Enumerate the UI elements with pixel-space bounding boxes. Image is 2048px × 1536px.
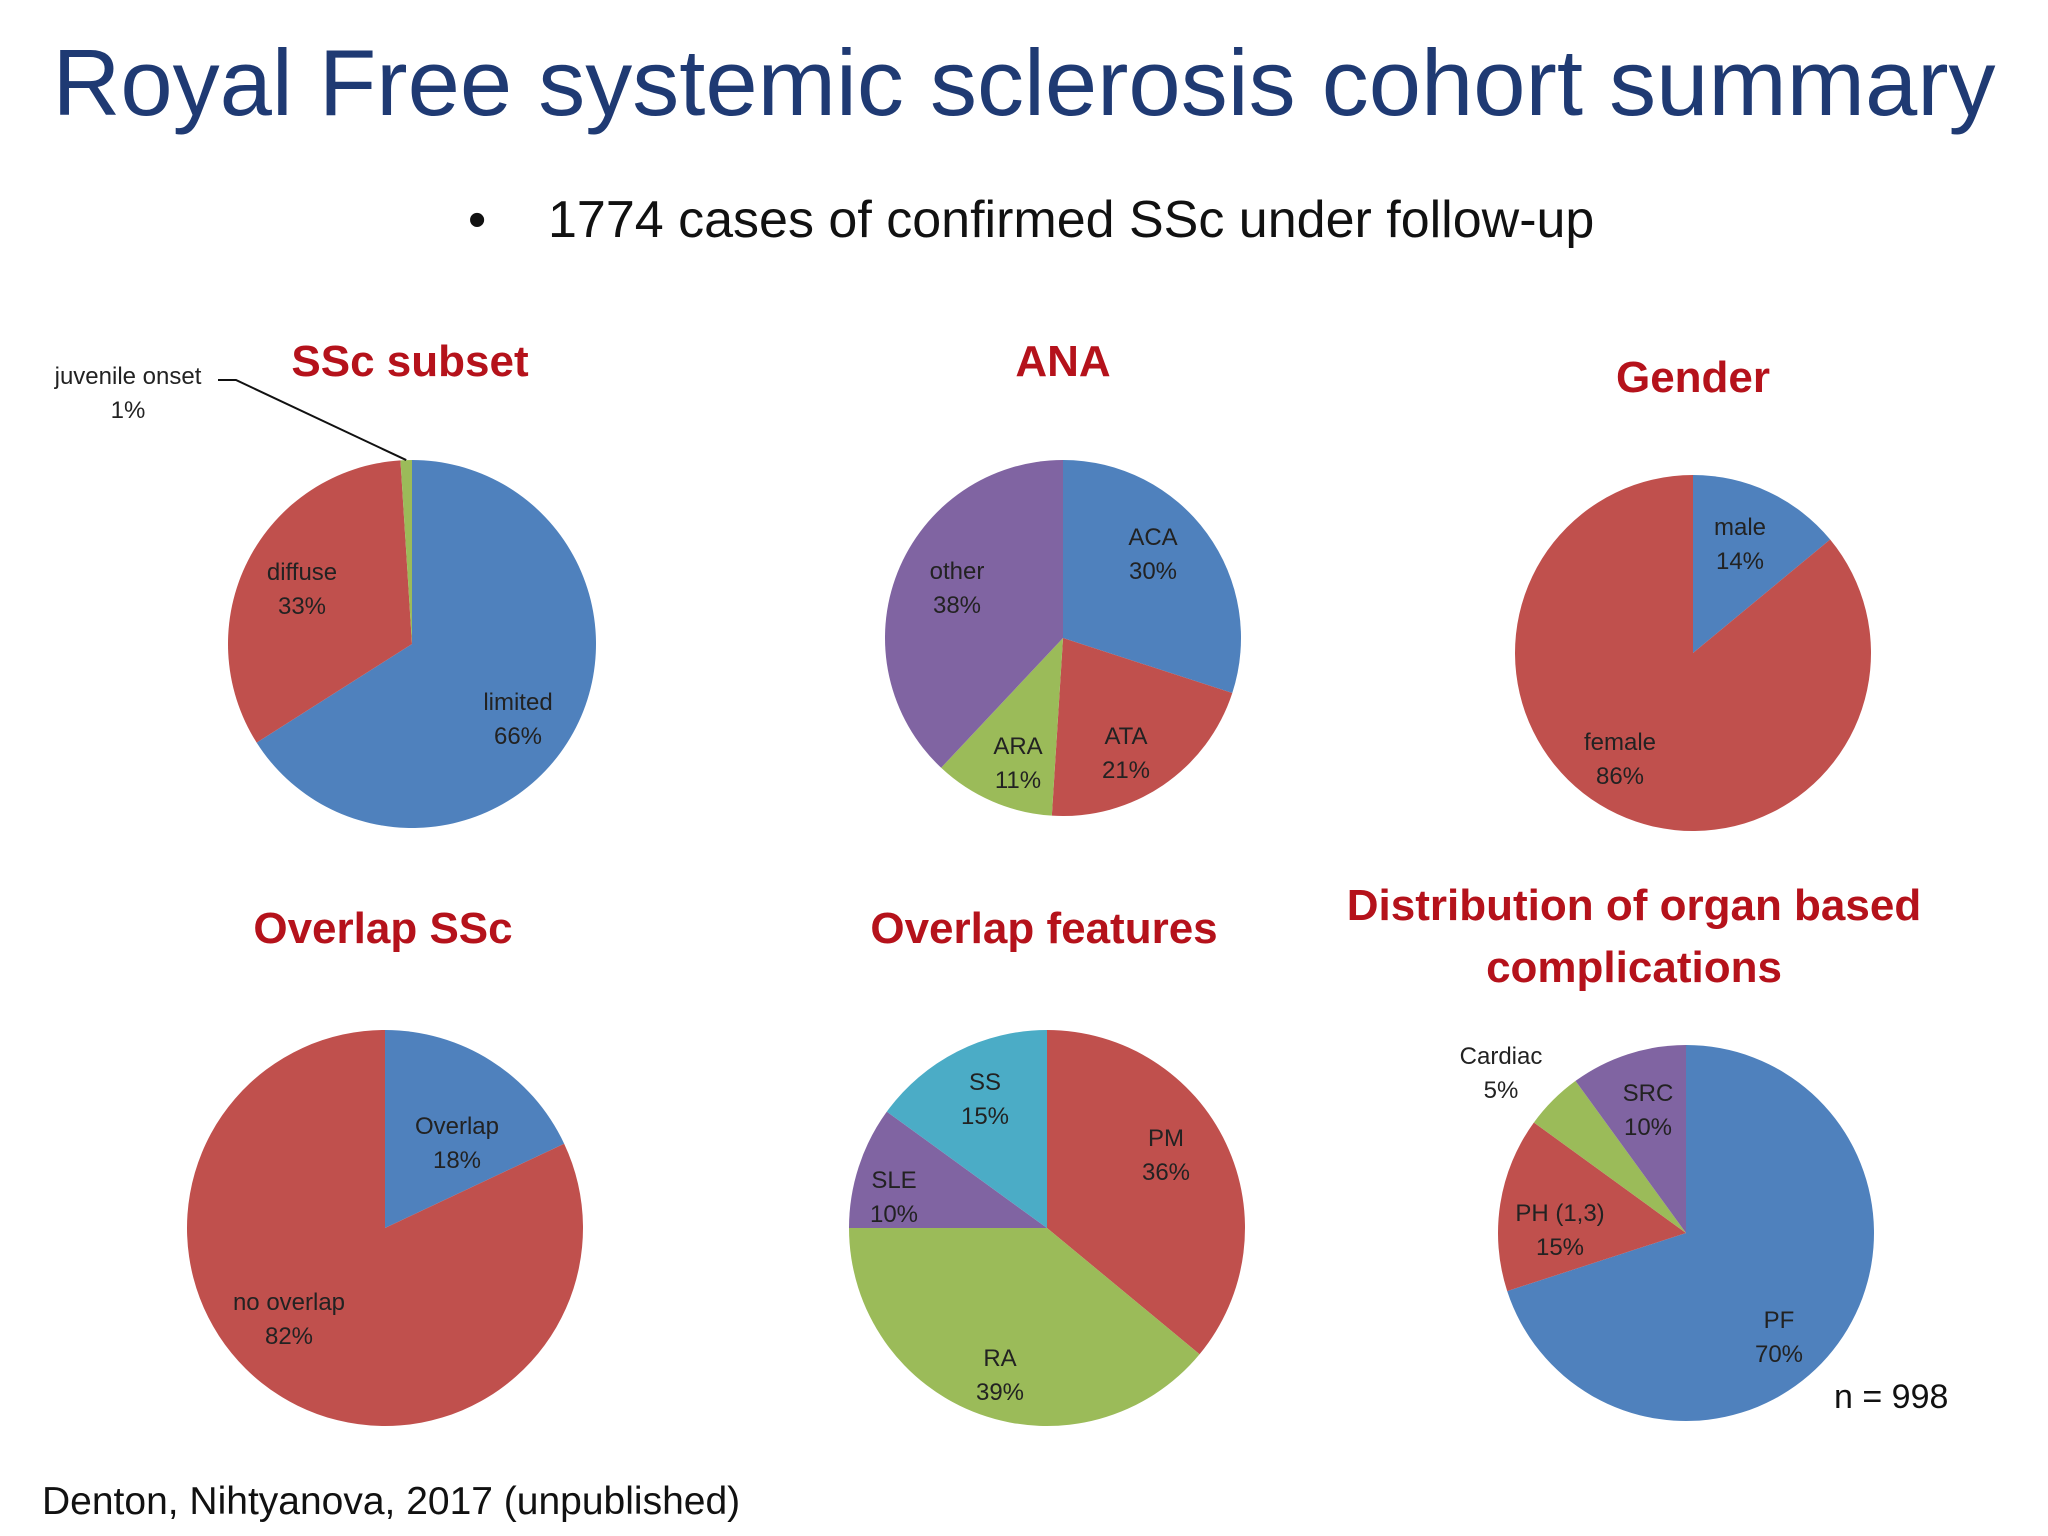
chart-title: Overlap SSc [253, 904, 512, 953]
pie-chart-distribution-of-organ-based-complications: Distribution of organ based complications… [1347, 881, 1921, 1421]
slice-label-limited: limited 66% [483, 689, 552, 750]
leader-line [218, 379, 407, 461]
slice-label-ara: ARA 11% [993, 733, 1042, 794]
pie-chart-overlap-ssc: Overlap SSc Overlap 18% no overlap 82% [187, 904, 583, 1426]
slice-label-src: SRC 10% [1623, 1080, 1674, 1141]
pie-slice-src [1575, 1045, 1686, 1233]
bullet-point: • 1774 cases of confirmed SSc under follo… [468, 188, 1594, 252]
slice-label-pf: PF 70% [1755, 1307, 1803, 1368]
pie-slice-ata [1051, 638, 1233, 817]
chart-title: ANA [1015, 337, 1110, 386]
slice-label-male: male 14% [1714, 514, 1766, 575]
pie-slice-ara [941, 638, 1063, 816]
slice-label-cardiac: Cardiac 5% [1460, 1043, 1543, 1104]
pie-slice-overlap [385, 1030, 565, 1228]
pie-chart-ssc-subset: SSc subset limited 66% diffuse 33% juvenile o… [54, 337, 596, 828]
sample-size-note: n = 998 [1834, 1378, 1949, 1416]
pie-chart-overlap-features: Overlap features PM 36% RA 39% SLE 10% SS 15% [849, 904, 1245, 1426]
slice-label-ata: ATA 21% [1102, 723, 1150, 784]
pie-slice-ph-1-3 [1498, 1122, 1686, 1292]
slice-label-ra: RA 39% [976, 1345, 1024, 1406]
slice-label-other: other 38% [930, 558, 985, 619]
chart-title: Distribution of organ based [1347, 881, 1921, 930]
pie-slice-pm [1047, 1030, 1245, 1355]
chart-title: Gender [1616, 353, 1770, 402]
slice-label-juvenile-onset: juvenile onset 1% [54, 363, 202, 424]
pie-slice-juvenile-onset [400, 460, 412, 644]
pie-slice-female [1515, 475, 1872, 831]
slice-label-overlap: Overlap 18% [415, 1113, 499, 1174]
pie-slice-cardiac [1533, 1080, 1686, 1233]
pie-slice-sle [849, 1111, 1047, 1228]
pie-chart-ana: ANA ACA 30% ATA 21% ARA 11% other 38% [885, 337, 1241, 817]
chart-title: SSc subset [291, 337, 529, 386]
bullet-icon: • [468, 191, 487, 249]
pie-slice-ss [886, 1030, 1047, 1228]
slice-label-pm: PM 36% [1142, 1125, 1190, 1186]
slice-label-diffuse: diffuse 33% [267, 559, 337, 620]
pie-slice-ra [849, 1228, 1200, 1426]
pie-slice-no-overlap [187, 1030, 583, 1426]
slice-label-ss: SS 15% [961, 1069, 1009, 1130]
pie-slice-male [1693, 475, 1831, 653]
pie-chart-gender: Gender male 14% female 86% [1515, 353, 1872, 831]
slice-label-aca: ACA 30% [1128, 524, 1177, 585]
pie-slice-aca [1063, 460, 1241, 694]
pie-slice-pf [1507, 1045, 1875, 1421]
chart-title: complications [1486, 943, 1782, 992]
slice-label-sle: SLE 10% [870, 1167, 918, 1228]
slide-title: Royal Free systemic sclerosis cohort sum… [52, 30, 1996, 135]
pie-slice-diffuse [228, 460, 412, 743]
slice-label-no-overlap: no overlap 82% [233, 1289, 345, 1350]
pie-slice-other [885, 460, 1063, 768]
slice-label-female: female 86% [1584, 729, 1656, 790]
source-citation: Denton, Nihtyanova, 2017 (unpublished) [42, 1480, 741, 1523]
bullet-text: 1774 cases of confirmed SSc under follow… [548, 191, 1595, 249]
chart-title: Overlap features [870, 904, 1217, 953]
slice-label-ph-1-3: PH (1,3) 15% [1515, 1200, 1604, 1261]
pie-slice-limited [256, 460, 596, 828]
